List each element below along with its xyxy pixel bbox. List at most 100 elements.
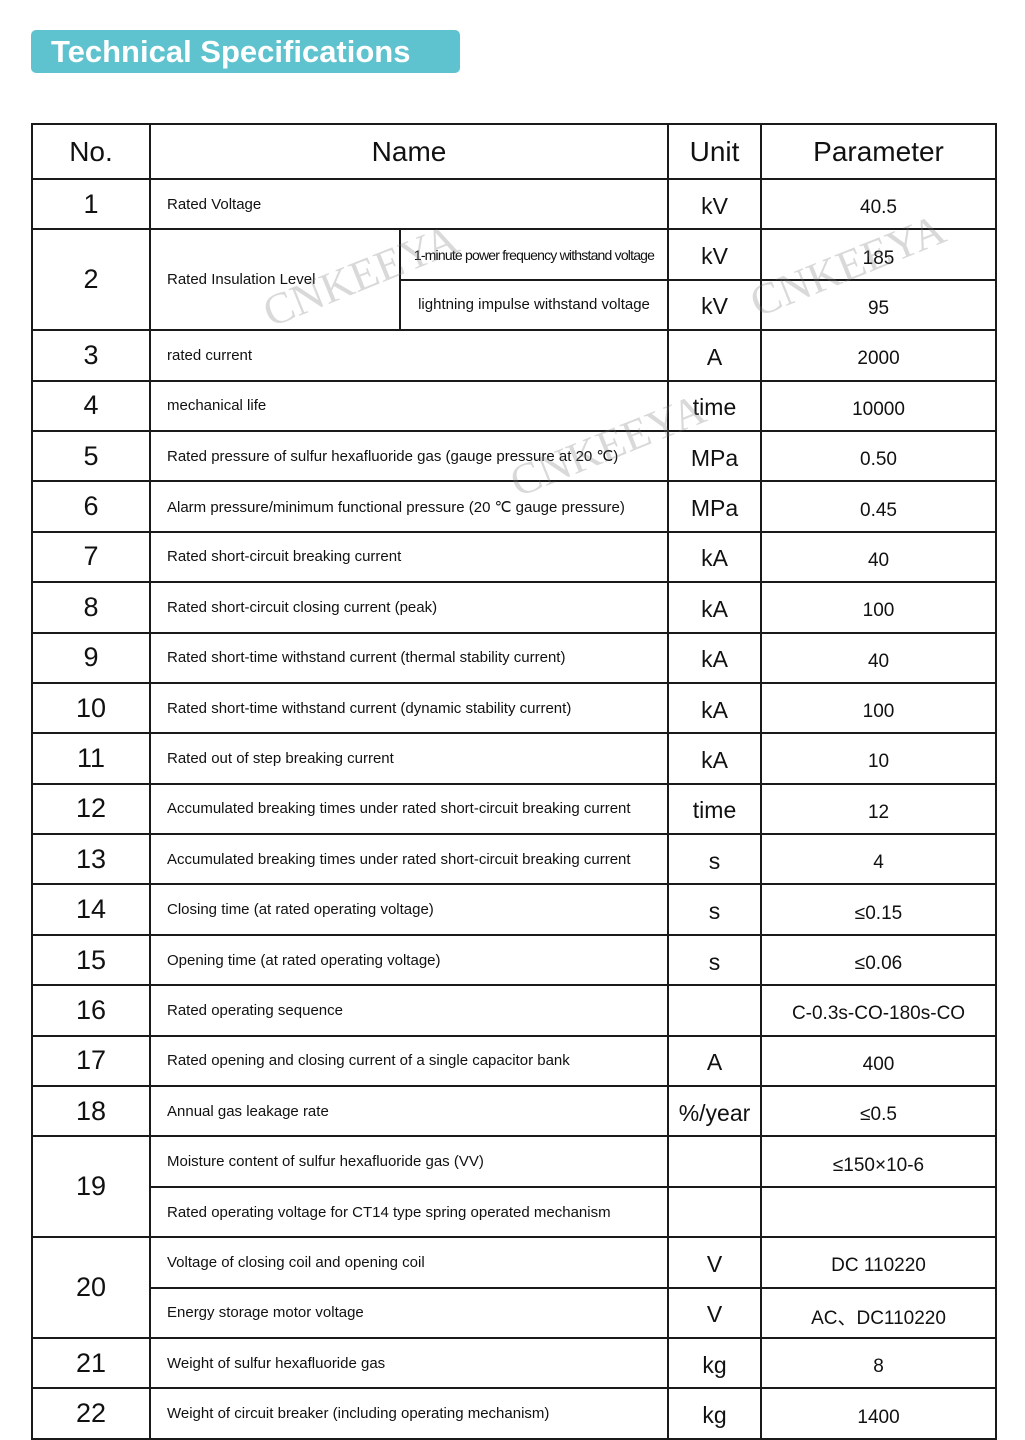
spec-name: mechanical life	[148, 379, 670, 432]
spec-subname: lightning impulse withstand voltage	[398, 278, 670, 332]
spec-unit: time	[667, 782, 763, 836]
table-row: Rated operating voltage for CT14 type sp…	[32, 1185, 998, 1239]
table-row: 14 Closing time (at rated operating volta…	[31, 883, 998, 936]
spec-value: AC、DC110220	[760, 1286, 998, 1339]
row-number: 13	[31, 833, 151, 886]
row-number: 9	[31, 631, 151, 684]
table-row: 21 Weight of sulfur hexafluoride gas kg 8	[31, 1336, 998, 1390]
table-row: 6 Alarm pressure/minimum functional press…	[31, 480, 998, 533]
spec-value: 0.50	[760, 429, 998, 483]
spec-value: 10000	[760, 379, 998, 432]
spec-value: 0.45	[760, 480, 998, 533]
row-number: 20	[31, 1236, 151, 1339]
row-number: 19	[31, 1135, 151, 1239]
table-row: 7 Rated short-circuit breaking current kA 4…	[31, 530, 998, 584]
spec-unit: A	[667, 1034, 763, 1088]
table-row: 3 rated current A 2000	[31, 329, 998, 382]
table-row: 8 Rated short-circuit closing current (pe…	[31, 581, 998, 634]
spec-table: No. Name Unit Parameter 1 Rated Voltage kV…	[31, 123, 998, 1440]
header-parameter: Parameter	[760, 123, 998, 180]
spec-name: Moisture content of sulfur hexafluoride …	[148, 1135, 670, 1188]
spec-unit: s	[667, 883, 763, 936]
spec-name: Rated short-time withstand current (ther…	[148, 631, 670, 684]
spec-value: 185	[760, 228, 998, 281]
row-number: 5	[31, 429, 151, 483]
spec-value: DC 110220	[760, 1236, 998, 1289]
spec-subname: 1-minute power frequency withstand volta…	[398, 228, 670, 281]
row-number: 8	[31, 581, 151, 634]
spec-name: Rated short-circuit closing current (pea…	[148, 581, 670, 634]
row-number: 1	[31, 177, 151, 231]
row-number: 6	[31, 480, 151, 533]
row-number: 16	[31, 984, 151, 1037]
spec-name: Rated out of step breaking current	[148, 732, 670, 785]
spec-unit: s	[667, 933, 763, 987]
spec-value: C-0.3s-CO-180s-CO	[760, 984, 998, 1037]
table-row: 18 Annual gas leakage rate %/year ≤0.5	[31, 1085, 998, 1138]
spec-unit: kA	[667, 732, 763, 785]
spec-name: Closing time (at rated operating voltage…	[148, 883, 670, 936]
spec-unit: kV	[667, 228, 763, 281]
table-row: 15 Opening time (at rated operating volta…	[31, 933, 998, 987]
row-number: 21	[31, 1336, 151, 1390]
spec-unit: time	[667, 379, 763, 432]
row-number: 17	[31, 1034, 151, 1088]
row-number: 11	[31, 732, 151, 785]
spec-unit	[667, 1185, 763, 1239]
spec-name: Energy storage motor voltage	[148, 1286, 670, 1339]
spec-name: Rated operating sequence	[148, 984, 670, 1037]
spec-value: 95	[760, 278, 998, 332]
spec-name: Rated opening and closing current of a s…	[148, 1034, 670, 1088]
spec-unit: kA	[667, 581, 763, 634]
spec-unit: %/year	[667, 1085, 763, 1138]
spec-unit: MPa	[667, 429, 763, 483]
spec-value: 8	[760, 1336, 998, 1390]
header-no: No.	[31, 123, 151, 180]
spec-name: Rated Voltage	[148, 177, 670, 231]
spec-unit: s	[667, 833, 763, 886]
table-row: 13 Accumulated breaking times under rated…	[31, 833, 998, 886]
row-number: 15	[31, 933, 151, 987]
table-row: 20 Voltage of closing coil and opening co…	[31, 1236, 998, 1339]
spec-name: Weight of circuit breaker (including ope…	[148, 1387, 670, 1440]
table-row: 5 Rated pressure of sulfur hexafluoride g…	[31, 429, 998, 483]
table-row: 4 mechanical life time 10000	[31, 379, 998, 432]
table-row: lightning impulse withstand voltage kV 95	[32, 278, 998, 332]
spec-name: Annual gas leakage rate	[148, 1085, 670, 1138]
spec-name: Accumulated breaking times under rated s…	[148, 833, 670, 886]
spec-value: 40.5	[760, 177, 998, 231]
spec-value: 100	[760, 581, 998, 634]
spec-name: Voltage of closing coil and opening coil	[148, 1236, 670, 1289]
spec-unit: kA	[667, 530, 763, 584]
spec-name: Alarm pressure/minimum functional pressu…	[148, 480, 670, 533]
spec-value: 4	[760, 833, 998, 886]
table-header: No. Name Unit Parameter	[31, 123, 998, 180]
spec-value: ≤0.5	[760, 1085, 998, 1138]
spec-value: 100	[760, 681, 998, 735]
spec-unit: kV	[667, 278, 763, 332]
spec-unit: kA	[667, 681, 763, 735]
row-number: 2	[31, 228, 151, 332]
spec-unit: kA	[667, 631, 763, 684]
spec-value: ≤0.15	[760, 883, 998, 936]
table-row: 22 Weight of circuit breaker (including o…	[31, 1387, 998, 1440]
table-row: 1 Rated Voltage kV 40.5	[31, 177, 998, 231]
table-row: 11 Rated out of step breaking current kA 10	[31, 732, 998, 785]
table-row: Energy storage motor voltage V AC、DC110220	[32, 1286, 998, 1339]
spec-value: 400	[760, 1034, 998, 1088]
spec-unit: kg	[667, 1336, 763, 1390]
spec-name: Opening time (at rated operating voltage…	[148, 933, 670, 987]
spec-unit	[667, 984, 763, 1037]
spec-value: 2000	[760, 329, 998, 382]
row-number: 3	[31, 329, 151, 382]
page-title: Technical Specifications	[31, 30, 460, 73]
row-number: 22	[31, 1387, 151, 1440]
row-number: 10	[31, 681, 151, 735]
table-row: 19 Moisture content of sulfur hexafluorid…	[31, 1135, 998, 1239]
spec-name: rated current	[148, 329, 670, 382]
spec-name: Rated short-time withstand current (dyna…	[148, 681, 670, 735]
table-row: 16 Rated operating sequence C-0.3s-CO-180s…	[31, 984, 998, 1037]
spec-unit: kV	[667, 177, 763, 231]
spec-unit: A	[667, 329, 763, 382]
spec-name: Accumulated breaking times under rated s…	[148, 782, 670, 836]
